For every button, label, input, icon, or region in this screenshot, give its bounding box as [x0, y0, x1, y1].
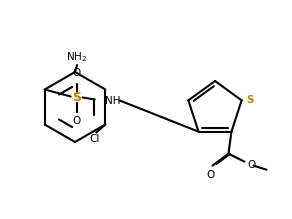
Text: O: O — [206, 170, 215, 180]
Text: O: O — [73, 69, 81, 78]
Text: NH: NH — [105, 95, 120, 106]
Text: O: O — [247, 160, 256, 170]
Text: O: O — [73, 117, 81, 127]
Text: Cl: Cl — [89, 134, 100, 145]
Text: S: S — [247, 95, 254, 105]
Text: S: S — [72, 91, 81, 104]
Text: NH$_2$: NH$_2$ — [67, 50, 88, 64]
